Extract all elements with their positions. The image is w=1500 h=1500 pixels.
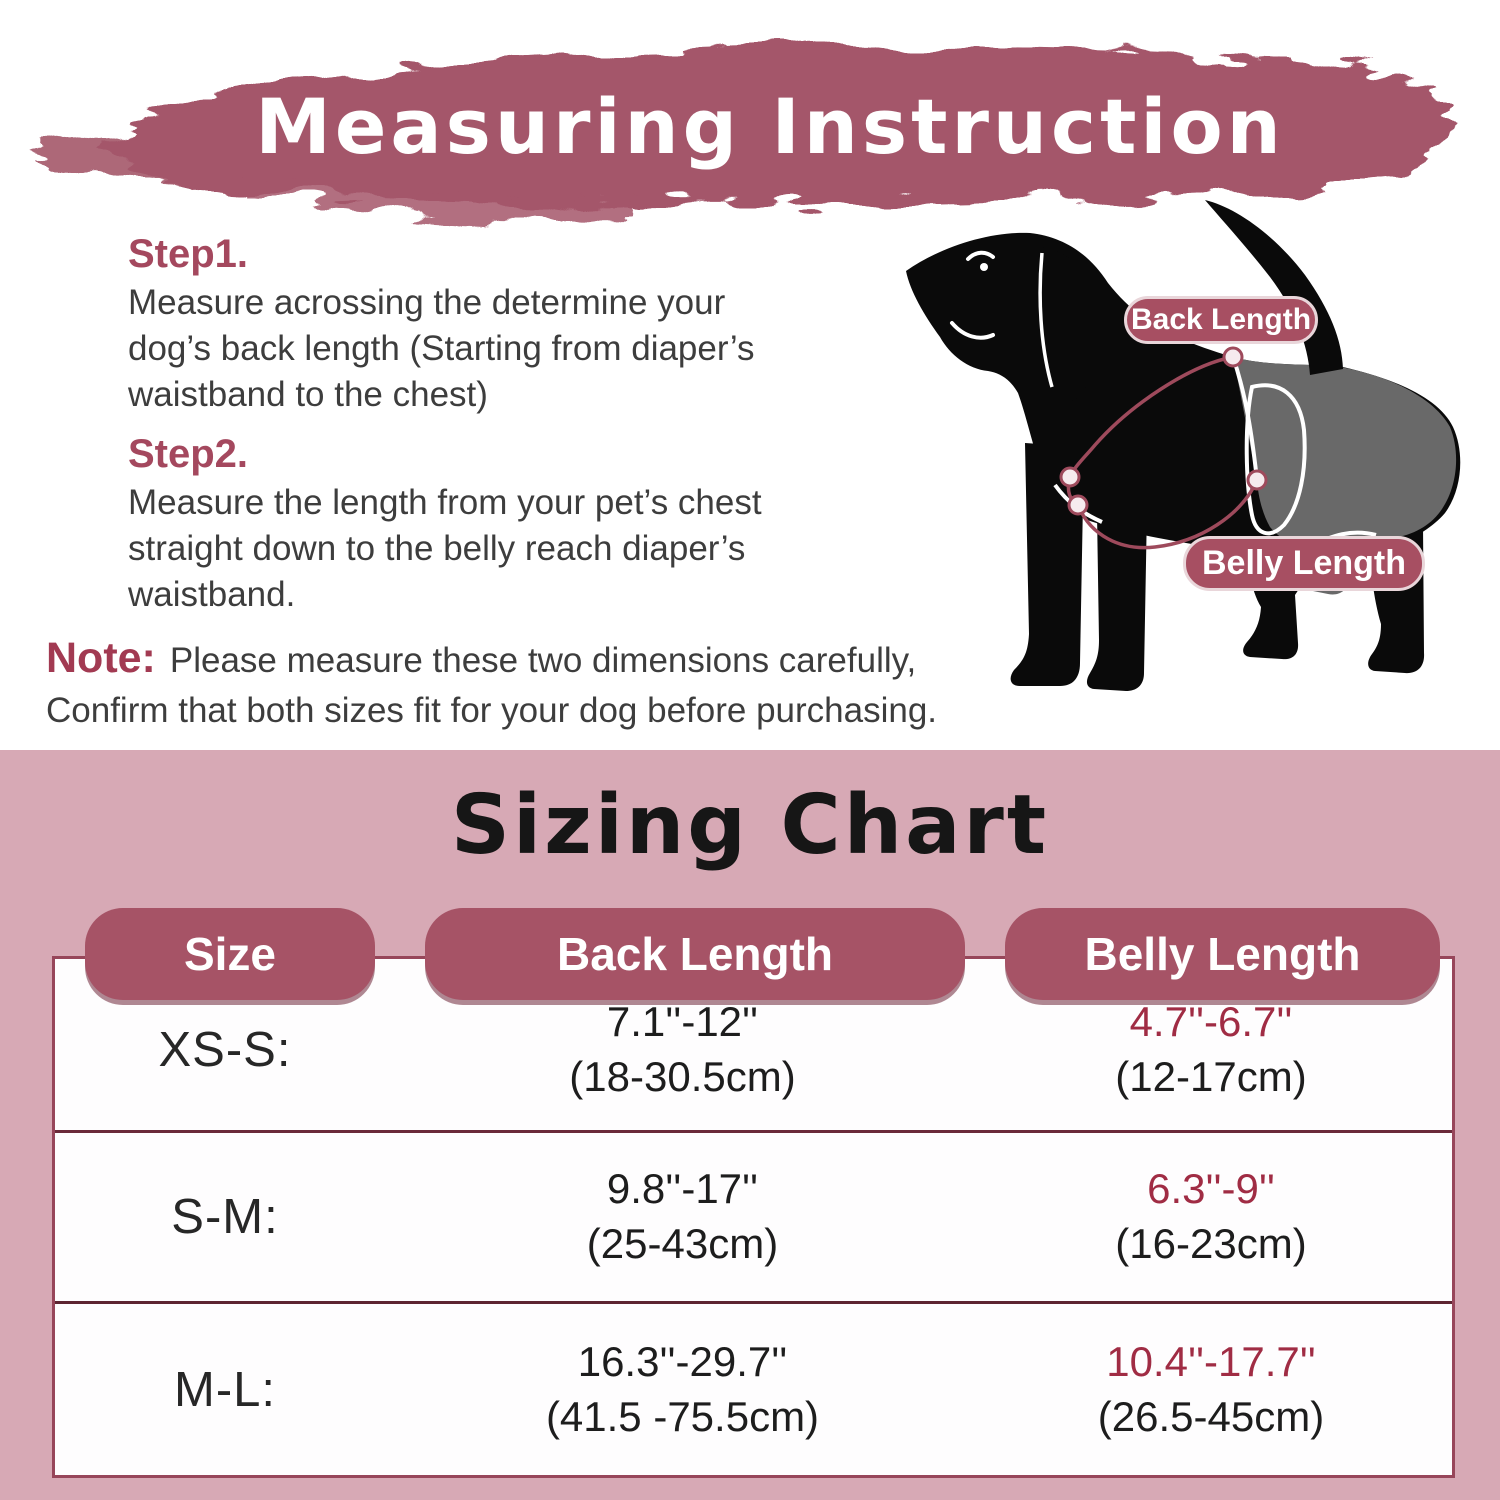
step1-heading: Step1. [128,232,249,276]
size-label: S-M: [171,1190,279,1244]
sizing-table: XS-S: 7.1''-12'' (18-30.5cm) 4.7''-6.7''… [52,956,1455,1478]
column-header-belly-length: Belly Length [1005,908,1440,1000]
measure-point-dots [1059,346,1268,516]
step1-body: Measure acrossing the determine your dog… [128,283,755,415]
brush-stroke-shape [38,45,1443,223]
belly-length-badge: Belly Length [1183,536,1425,591]
table-row: M-L: 16.3''-29.7'' (41.5 -75.5cm) 10.4''… [55,1301,1452,1475]
sizing-chart-section: Sizing Chart Size Back Length Belly Leng… [0,750,1500,1500]
dog-mouth-line [950,321,995,340]
note-text2: Confirm that both sizes fit for your dog… [46,690,938,730]
dog-ear [1034,247,1099,402]
brush-stroke-banner [38,45,1443,223]
dog-front-leg-a [1010,443,1084,686]
dog-front-leg-b [1086,450,1148,691]
note-block: Note: Please measure these two dimensions… [46,630,1056,735]
note-label: Note: [46,634,156,682]
belly-length-value: 10.4''-17.7'' (26.5-45cm) [1097,1337,1325,1440]
step2-body: Measure the length from your pet’s chest… [128,483,762,615]
belly-length-value: 4.7''-6.7'' (12-17cm) [1115,997,1307,1100]
diaper-leg-hole-line [1244,383,1307,536]
dog-eye [966,250,995,261]
back-length-value: 9.8''-17'' (25-43cm) [586,1165,779,1267]
column-header-back-length: Back Length [425,908,965,1000]
size-label: M-L: [174,1362,276,1417]
belly-length-value: 6.3''-9'' (16-23cm) [1115,1165,1307,1267]
page-title: Measuring Instruction [255,82,1285,171]
note-line1: Note: Please measure these two dimensions… [46,630,1056,688]
table-row: S-M: 9.8''-17'' (25-43cm) 6.3''-9'' (16-… [55,1130,1452,1301]
sizing-chart-title: Sizing Chart [450,778,1050,873]
note-text1: Please measure these two dimensions care… [169,641,917,680]
column-header-size: Size [85,908,375,1000]
dog-diaper [1233,357,1457,595]
dog-eye-dot [980,263,988,271]
back-length-badge: Back Length [1124,296,1318,344]
back-length-value: 16.3''-29.7'' (41.5 -75.5cm) [545,1337,820,1440]
step2-heading: Step2. [128,432,249,476]
table-row: XS-S: 7.1''-12'' (18-30.5cm) 4.7''-6.7''… [55,959,1452,1130]
dog-illustration [906,200,1461,691]
dog-ear-inner-line [1038,252,1054,388]
dog-tail [1205,200,1343,375]
size-label: XS-S: [158,1022,292,1077]
back-length-value: 7.1''-12'' (18-30.5cm) [569,997,796,1100]
back-length-measure-line [1068,355,1234,478]
